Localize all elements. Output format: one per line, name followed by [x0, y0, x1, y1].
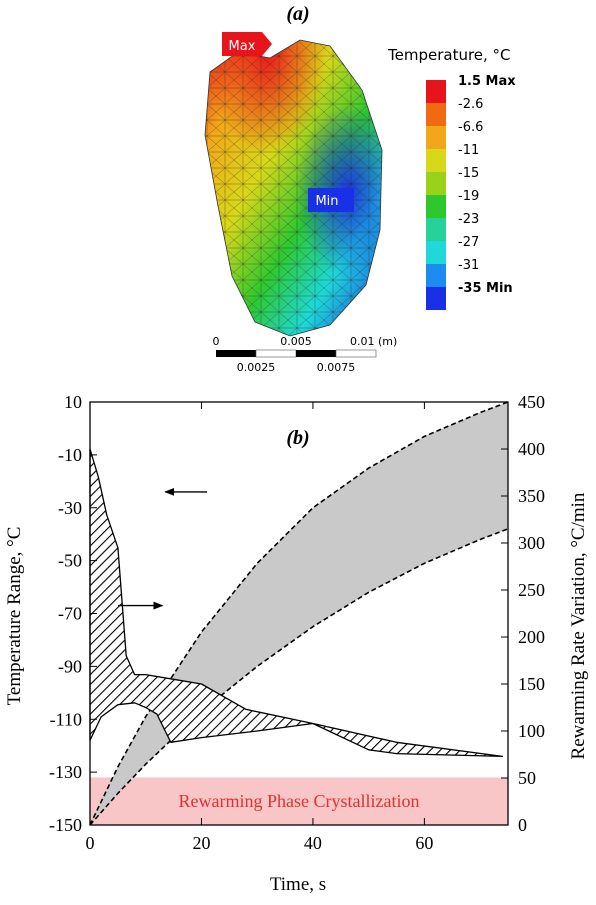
- legend-swatch: [426, 195, 446, 218]
- crystallization-band-label: Rewarming Phase Crystallization: [179, 791, 420, 811]
- panel-b-label: (b): [286, 427, 309, 449]
- y-right-tick-label: 350: [518, 486, 545, 506]
- min-tag: Min: [308, 188, 354, 212]
- y-left-tick-label: -10: [58, 445, 82, 465]
- y-right-tick-label: 200: [518, 627, 545, 647]
- y-right-tick-label: 150: [518, 674, 545, 694]
- rewarming-chart: Rewarming Phase Crystallization 0 20 40 60 1…: [4, 392, 589, 895]
- legend-swatch: [426, 103, 446, 126]
- y-right-tick-label: 400: [518, 439, 545, 459]
- y-left-tick-label: -70: [58, 604, 82, 624]
- legend-swatch: [426, 241, 446, 264]
- x-tick-label: 60: [415, 833, 433, 853]
- x-axis-label: Time, s: [270, 874, 326, 895]
- y-left-tick-label: 10: [64, 392, 82, 412]
- y-left-tick-label: -30: [58, 498, 82, 518]
- annotation-layer: [117, 487, 208, 610]
- temperature-legend: Temperature, °C 1.5 Max -2.6 -6.6 -11 -15 -19…: [387, 46, 516, 310]
- y-left-tick-label: -90: [58, 656, 82, 676]
- x-tick-label: 20: [192, 833, 210, 853]
- scale-label-0: 0: [213, 335, 220, 348]
- axis-layer: 0 20 40 60 10 -10 -30 -50 -70 -90 -110 -130 -150 450 4…: [49, 392, 545, 853]
- y-left-tick-label: -150: [49, 815, 82, 835]
- max-tag: Max: [222, 32, 272, 56]
- legend-swatch: [426, 172, 446, 195]
- rewarming-rate-band-2: [312, 722, 504, 758]
- scale-label-2: 0.01 (m): [350, 335, 397, 348]
- scale-label-4: 0.0075: [317, 361, 356, 374]
- crystallization-band: [90, 777, 508, 825]
- y-right-tick-label: 50: [518, 768, 536, 788]
- legend-swatch: [426, 264, 446, 287]
- series-layer: [89, 401, 509, 826]
- legend-swatch: [426, 218, 446, 241]
- legend-level-label: -11: [458, 143, 479, 158]
- legend-level-label: -19: [458, 189, 479, 204]
- panel-a: (a) Max Min Temperature, °C 1.5 Max -2.6 -…: [0, 0, 596, 378]
- legend-level-label: -6.6: [458, 120, 483, 135]
- legend-swatch: [426, 287, 446, 310]
- panel-b: Rewarming Phase Crystallization 0 20 40 60 1…: [0, 378, 596, 900]
- y-right-tick-label: 0: [518, 815, 527, 835]
- legend-level-label: -23: [458, 212, 479, 227]
- max-tag-text: Max: [229, 39, 256, 54]
- y-right-tick-label: 100: [518, 721, 545, 741]
- x-tick-label: 40: [304, 833, 322, 853]
- y-left-tick-label: -130: [49, 762, 82, 782]
- scale-bar: 0 0.005 0.01 (m) 0.0025 0.0075: [213, 335, 398, 374]
- y-axis-right-label: Rewarming Rate Variation, °C/min: [568, 492, 589, 759]
- min-tag-text: Min: [315, 194, 338, 209]
- legend-level-label: -27: [458, 235, 479, 250]
- y-axis-left-label: Temperature Range, °C: [4, 527, 25, 706]
- y-left-tick-label: -50: [58, 551, 82, 571]
- scale-label-1: 0.005: [280, 335, 312, 348]
- panel-a-figure: (a) Max Min Temperature, °C 1.5 Max -2.6 -…: [204, 3, 516, 374]
- temperature-lower-bound-line: [89, 528, 509, 826]
- y-right-tick-label: 250: [518, 580, 545, 600]
- legend-level-label: -35 Min: [458, 281, 513, 296]
- legend-title: Temperature, °C: [387, 46, 511, 64]
- panel-a-label: (a): [286, 3, 309, 25]
- heart-mesh: [204, 39, 383, 337]
- x-tick-label: 0: [86, 833, 95, 853]
- y-left-tick-label: -110: [50, 709, 82, 729]
- scale-label-3: 0.0025: [237, 361, 276, 374]
- legend-level-label: -31: [458, 258, 479, 273]
- legend-level-label: 1.5 Max: [458, 74, 516, 89]
- legend-level-label: -2.6: [458, 97, 483, 112]
- legend-level-label: -15: [458, 166, 479, 181]
- temperature-range-band: [90, 402, 508, 825]
- legend-swatch: [426, 126, 446, 149]
- crystallization-band-layer: Rewarming Phase Crystallization: [90, 777, 508, 825]
- legend-swatch: [426, 80, 446, 103]
- y-right-tick-label: 300: [518, 533, 545, 553]
- y-right-tick-label: 450: [518, 392, 545, 412]
- legend-swatch: [426, 149, 446, 172]
- temperature-upper-bound-line: [89, 401, 509, 826]
